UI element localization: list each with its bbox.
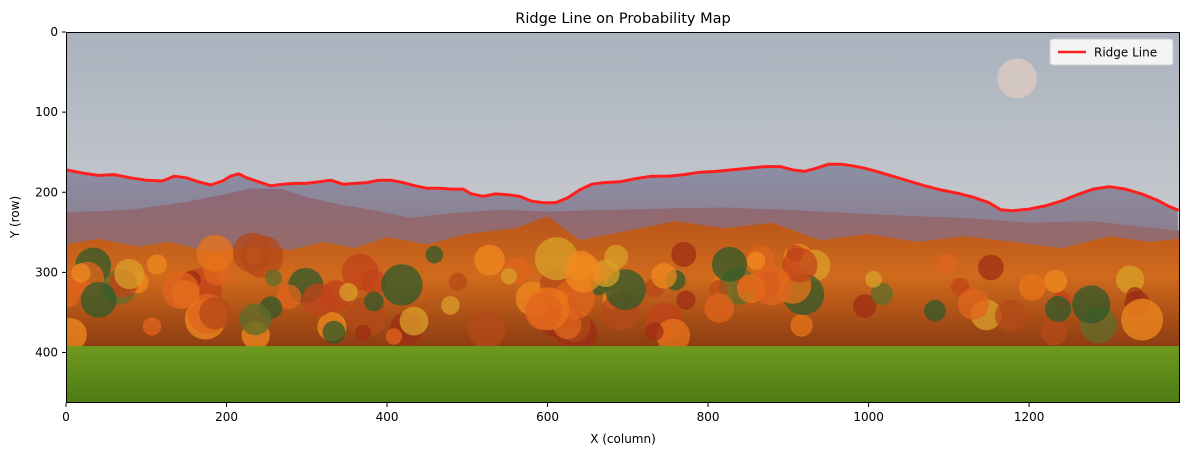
tree-canopy-blob [645,322,664,342]
tree-canopy-blob [385,328,403,345]
tree-canopy-blob [448,272,467,291]
moon [997,58,1038,99]
x-axis: 0 200 400 600 800 1000 1200 [62,403,1044,424]
tree-canopy-blob [957,288,989,320]
tree-canopy-blob [752,265,792,306]
legend-box [1049,38,1174,66]
tree-canopy-blob [712,246,747,282]
tree-canopy-blob [978,254,1004,281]
tree-canopy-blob [500,268,517,285]
tree-canopy-blob [468,311,506,349]
tree-canopy-blob [676,290,696,310]
tree-canopy-blob [80,281,117,318]
y-tick-label: 0 [50,25,58,39]
tree-canopy-blob [936,253,957,275]
tree-canopy-blob [425,245,444,264]
tree-canopy-blob [1121,298,1164,341]
x-tick-label: 400 [376,410,399,424]
legend-label-ridge-line: Ridge Line [1094,46,1157,60]
tree-canopy-blob [276,284,302,310]
tree-canopy-blob [162,271,200,310]
tree-canopy-blob [355,324,372,341]
y-tick-label: 400 [35,346,58,360]
y-tick-label: 300 [35,265,58,279]
tree-canopy-blob [146,254,168,275]
tree-canopy-blob [322,320,346,344]
tree-canopy-blob [441,296,460,315]
x-tick-label: 1000 [853,410,884,424]
tree-canopy-blob [142,317,162,336]
tree-canopy-blob [525,292,563,330]
plot-area-frame [66,32,1180,403]
tree-canopy-blob [656,318,691,353]
tree-canopy-blob [474,244,505,276]
tree-canopy-blob [361,269,387,295]
tree-canopy-blob [265,269,282,287]
y-axis: 0 100 200 300 400 [35,25,66,360]
tree-canopy-blob [301,283,336,317]
tree-canopy-blob [704,293,735,323]
tree-canopy-blob [924,299,946,322]
tree-canopy-blob [239,303,272,336]
tree-canopy-blob [1044,269,1068,293]
tree-canopy-blob [71,263,91,283]
tree-canopy-blob [364,291,384,312]
tree-canopy-blob [232,232,272,273]
tree-canopy [66,232,1164,355]
tree-canopy-blob [66,318,87,352]
y-axis-label: Y (row) [8,196,22,239]
x-tick-label: 800 [697,410,720,424]
tree-canopy-blob [852,294,877,318]
tree-canopy-blob [1116,265,1145,294]
x-axis-label: X (column) [590,432,656,446]
x-tick-label: 1200 [1014,410,1045,424]
tree-canopy-blob [671,241,697,267]
x-tick-label: 0 [62,410,70,424]
tree-canopy-blob [747,251,766,270]
tree-canopy-blob [865,270,882,288]
x-tick-label: 200 [215,410,238,424]
tree-canopy-blob [790,314,813,337]
tree-canopy-blob [339,282,358,302]
tree-canopy-blob [1040,318,1068,346]
legend: Ridge Line [1049,38,1174,66]
grass-field [66,346,1180,403]
tree-canopy-blob [870,282,894,305]
tree-canopy-blob [565,254,603,293]
x-tick-label: 600 [536,410,559,424]
tree-canopy-blob [199,297,232,330]
tree-canopy-blob [399,306,429,336]
tree-canopy-blob [1018,273,1046,301]
background-image [66,32,1180,403]
y-tick-label: 100 [35,105,58,119]
chart-title: Ridge Line on Probability Map [515,11,730,27]
y-tick-label: 200 [35,185,58,199]
tree-canopy-blob [1045,295,1072,322]
tree-canopy-blob [651,263,677,289]
tree-canopy-blob [114,259,145,289]
tree-canopy-blob [1072,285,1111,324]
tree-canopy-blob [786,244,804,262]
tree-canopy-blob [995,299,1028,332]
tree-canopy-blob [196,234,234,272]
ridge-line-series [66,162,1180,213]
tree-canopy-blob [381,264,423,306]
